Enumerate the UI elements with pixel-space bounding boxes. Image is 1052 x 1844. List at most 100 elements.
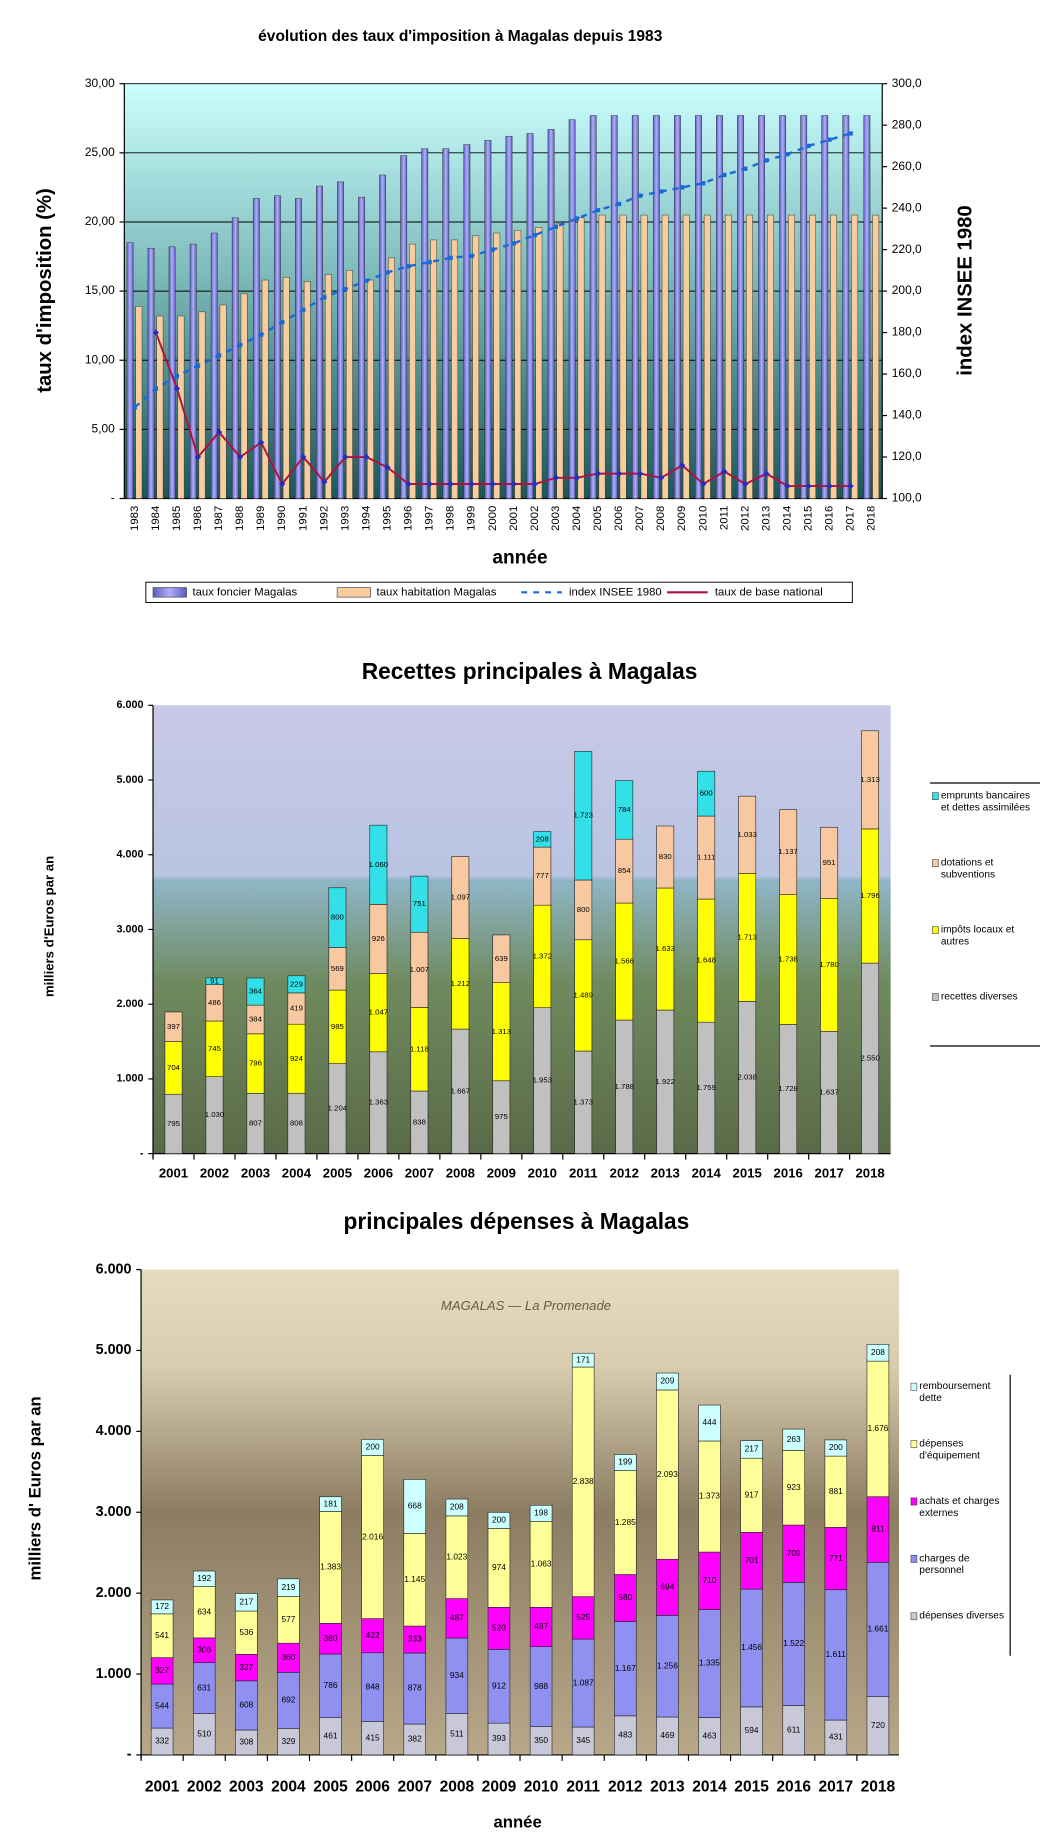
data-label: 1.033 (737, 830, 756, 839)
data-label: 2.838 (573, 1476, 594, 1486)
bar (240, 293, 248, 499)
x-tick-label: 2003 (241, 1165, 270, 1180)
marker (700, 480, 707, 488)
x-tick-label: 2004 (571, 506, 583, 531)
data-label: 1.953 (533, 1076, 552, 1085)
bar (695, 115, 702, 499)
x-tick-label: 2015 (733, 1165, 762, 1180)
data-label: 461 (324, 1730, 338, 1740)
x-tick-label: 1983 (129, 506, 141, 531)
data-label: 1.796 (860, 891, 879, 900)
x-tick-label: 1988 (234, 506, 246, 531)
data-label: 1.723 (574, 811, 593, 820)
bar (493, 232, 501, 499)
bar (830, 214, 838, 499)
legend-label: dotations et subventions (940, 855, 996, 881)
y2-tick-label: 240,0 (892, 200, 922, 214)
bar (261, 279, 269, 499)
x-tick-label: 2010 (528, 1165, 557, 1180)
legend-label-box: remboursement dette (919, 1380, 990, 1404)
data-label: 463 (703, 1730, 717, 1740)
x-tick-label: 2006 (355, 1778, 390, 1795)
data-label: 1.633 (656, 944, 675, 953)
bar-segment (403, 1479, 427, 1534)
bar (598, 214, 606, 499)
marker (174, 373, 180, 379)
x-tick-label: 2015 (803, 506, 815, 531)
bar-segment (235, 1593, 258, 1612)
x-tick-label: 1996 (403, 506, 415, 531)
x-tick-label: 2006 (613, 506, 625, 531)
y-tick-label: 1.000 (117, 1073, 144, 1085)
marker (448, 255, 453, 261)
data-label: 800 (577, 905, 591, 914)
marker (616, 201, 622, 207)
data-label: 701 (745, 1555, 759, 1565)
data-label: 1.145 (404, 1574, 425, 1584)
data-label: 1.728 (778, 1084, 797, 1093)
x-tick-label: 2007 (397, 1778, 432, 1795)
x-tick-label: 1987 (213, 506, 225, 531)
data-label: 934 (450, 1670, 464, 1680)
legend-label-box: recettes diverses (941, 990, 1018, 1002)
marker (321, 478, 328, 486)
data-label: 444 (703, 1417, 717, 1427)
bar (421, 148, 429, 499)
bar (640, 214, 648, 499)
bar (400, 155, 408, 499)
bar (556, 223, 564, 499)
bar-segment (150, 1599, 174, 1615)
bar (821, 115, 829, 499)
legend-swatch (910, 1440, 918, 1448)
x-tick-label: 2012 (739, 506, 751, 531)
data-label: 380 (324, 1633, 338, 1643)
data-label: 694 (660, 1582, 674, 1592)
data-label: 1.212 (451, 979, 470, 988)
marker (215, 429, 223, 436)
bar-segment (698, 1404, 721, 1442)
bar (358, 196, 365, 499)
data-label: 771 (829, 1553, 843, 1563)
x-tick-label: 2013 (760, 506, 772, 531)
bar-segment (824, 1439, 848, 1457)
x-tick-label: 2011 (566, 1778, 600, 1795)
bar (779, 115, 787, 499)
bar-segment (164, 1011, 183, 1042)
marker (722, 172, 727, 178)
bar-segment (656, 825, 675, 889)
bar (746, 214, 753, 499)
x-tick-label: 1998 (445, 506, 457, 531)
legend-label: dépenses diverses (919, 1609, 1005, 1622)
x-tick-label: 2003 (229, 1778, 264, 1795)
marker (659, 189, 664, 194)
data-label: 784 (618, 805, 632, 814)
data-label: 1.522 (783, 1638, 804, 1648)
x-tick-label: 2003 (550, 506, 562, 531)
bar (388, 257, 395, 499)
x-tick-label: 2018 (861, 1778, 896, 1795)
bar (273, 195, 281, 499)
legend-swatch (336, 587, 371, 598)
x-tick-label: 2010 (697, 506, 709, 531)
x-tick-label: 2011 (569, 1165, 598, 1180)
bar-segment (656, 1372, 679, 1391)
x-tick-label: 2016 (776, 1778, 811, 1795)
y-tick-label: - (127, 1747, 132, 1763)
marker (447, 480, 454, 488)
data-label: 329 (281, 1736, 295, 1746)
data-label: 1.313 (860, 775, 879, 784)
data-label: 327 (155, 1665, 169, 1675)
bar (724, 214, 732, 499)
bar (652, 115, 660, 499)
x-tick-label: 1984 (150, 506, 162, 531)
data-label: 1.780 (819, 960, 839, 969)
x-tick-label: 2009 (676, 506, 688, 531)
data-label: 2.038 (737, 1073, 756, 1082)
data-label: 209 (660, 1376, 674, 1386)
data-label: 1.335 (699, 1658, 720, 1668)
marker (553, 224, 559, 229)
marker (426, 480, 433, 488)
x-axis-label: année (492, 547, 547, 568)
chart-title: évolution des taux d'imposition à Magala… (258, 28, 663, 45)
x-tick-label: 2017 (819, 1778, 854, 1795)
